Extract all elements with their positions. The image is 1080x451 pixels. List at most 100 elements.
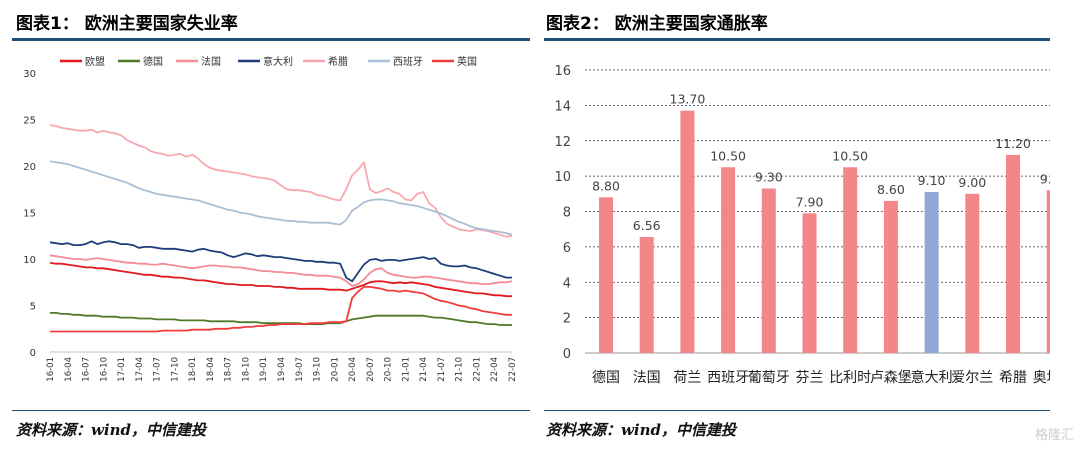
x-category-label: 德国 [592,370,620,386]
y-tick-label: 0 [563,347,571,362]
bar-value-label: 11.20 [995,136,1031,151]
series-line-4 [49,240,512,283]
x-category-label: 卢森堡 [870,370,912,386]
legend-label: 西班牙 [393,56,423,68]
bar-value-label: 9.00 [958,175,986,190]
y-tick-label: 2 [563,312,571,327]
bar-value-label: 6.56 [633,218,661,233]
x-tick-label: 20-01 [330,357,340,382]
x-tick-label: 19-04 [277,357,287,382]
bar-value-label: 7.90 [796,194,824,209]
x-category-label: 爱尔兰 [951,370,993,386]
x-category-label: 荷兰 [673,370,701,386]
x-tick-label: 20-10 [384,357,394,382]
y-tick-label: 10 [23,255,36,266]
unemployment-line-chart: 0 5 10 15 20 25 30 16-01 16-04 16-07 16-10 17-01 17-… [23,55,518,382]
x-tick-label: 20-04 [348,357,358,382]
bar-value-label: 10.50 [832,148,868,163]
bar-value-label: 8.80 [592,178,620,193]
x-tick-label: 21-01 [401,357,411,382]
x-tick-label: 19-01 [259,357,269,382]
bar [965,193,980,353]
bar-value-label: 9.10 [918,173,946,188]
y-tick-label: 8 [563,206,571,221]
y-tick-label: 6 [563,241,571,256]
series-line-2 [50,311,512,326]
x-tick-label: 17-10 [170,357,180,382]
bar [924,192,939,353]
left-source-note: 资料来源：wind，中信建投 [16,421,207,439]
bar-value-label: 9.30 [755,170,783,185]
series-line-7 [50,285,512,333]
watermark-text: 格隆汇 [1034,428,1074,443]
x-tick-label: 21-07 [437,357,447,382]
bar [761,188,776,353]
right-chart-title: 图表2： 欧洲主要国家通胀率 [546,14,768,34]
bar [802,213,817,353]
bar [680,110,695,354]
x-category-label: 意大利 [911,369,953,386]
bar [639,236,654,353]
bar-value-label: 8.60 [877,182,905,197]
legend-label: 德国 [143,55,163,68]
x-tick-label: 18-07 [224,357,234,382]
y-tick-label: 25 [23,116,36,127]
y-tick-label: 20 [23,162,36,173]
x-category-label: 比利时 [829,370,871,386]
y-tick-label: 4 [563,276,571,291]
x-tick-label: 16-04 [64,357,74,382]
legend-label: 欧盟 [85,56,105,68]
x-tick-label: 17-01 [117,357,127,382]
x-tick-label: 19-10 [313,357,323,382]
y-tick-label: 16 [554,64,571,79]
x-tick-label: 19-07 [295,357,305,382]
x-tick-label: 21-10 [455,357,465,382]
bar-value-label: 10.50 [710,148,746,163]
left-bottom-rule [12,410,530,411]
y-tick-label: 30 [23,69,36,80]
bar [1046,190,1050,353]
bar [883,200,898,353]
x-category-label: 奥地利 [1033,369,1050,386]
legend-label: 意大利 [263,55,293,68]
right-top-rule [544,38,1050,41]
x-tick-label: 17-07 [153,357,163,382]
left-top-rule [12,38,530,41]
y-tick-label: 0 [30,348,36,359]
series-line-1 [49,261,512,298]
x-category-label: 葡萄牙 [748,370,790,386]
legend-label: 英国 [457,55,477,68]
x-tick-label: 22-04 [490,357,500,382]
x-tick-label: 21-04 [419,357,429,382]
x-category-label: 希腊 [999,370,1027,386]
legend-label: 希腊 [328,55,348,68]
right-source-note: 资料来源：wind，中信建投 [546,421,737,439]
y-tick-label: 14 [554,99,571,114]
series-line-3 [49,254,513,287]
x-tick-label: 22-07 [508,357,518,382]
x-tick-label: 18-01 [188,357,198,382]
left-chart-title: 图表1： 欧洲主要国家失业率 [16,14,238,34]
x-tick-label: 20-07 [366,357,376,382]
right-bottom-rule [544,410,1050,411]
x-tick-label: 22-01 [472,357,482,382]
x-tick-label: 16-07 [82,357,92,382]
bar [721,167,736,353]
x-tick-label: 16-01 [46,357,56,382]
legend-label: 法国 [201,55,221,68]
bar-value-label: 9.20 [1040,171,1050,186]
x-tick-label: 17-04 [135,357,145,382]
y-tick-label: 15 [23,209,36,220]
x-tick-label: 18-10 [241,357,251,382]
bar [843,167,858,353]
y-tick-label: 12 [554,135,571,150]
x-category-label: 西班牙 [707,370,749,386]
bar-value-label: 13.70 [670,92,706,107]
x-category-label: 芬兰 [796,370,824,386]
y-tick-label: 5 [30,302,36,313]
x-tick-label: 16-10 [99,357,109,382]
x-tick-label: 18-04 [206,357,216,382]
series-line-6 [49,160,513,236]
y-tick-label: 10 [554,170,571,185]
bar [1006,154,1020,353]
